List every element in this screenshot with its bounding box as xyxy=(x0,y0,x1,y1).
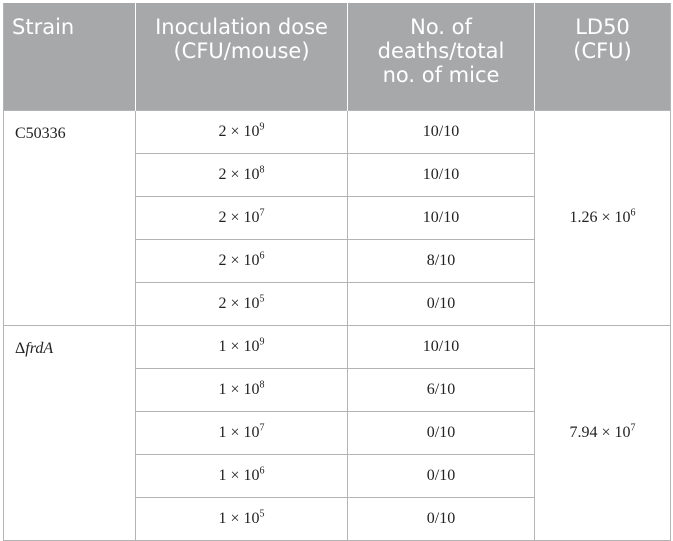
dose-cell: 1 × 106 xyxy=(135,454,348,498)
deaths-cell: 0/10 xyxy=(347,282,535,326)
header-row: Strain Inoculation dose (CFU/mouse) No. … xyxy=(3,3,671,111)
dose-cell: 2 × 105 xyxy=(135,282,348,326)
table-row: ΔfrdA 1 × 109 10/10 7.94 × 107 xyxy=(3,325,671,541)
deaths-cell: 0/10 xyxy=(347,454,535,498)
dose-cell: 2 × 106 xyxy=(135,239,348,283)
deaths-cell: 10/10 xyxy=(347,110,535,154)
deaths-cell: 10/10 xyxy=(347,325,535,369)
dose-cell: 1 × 108 xyxy=(135,368,348,412)
table-row: 1 × 107 0/10 xyxy=(4,411,671,455)
table-row: 2 × 106 8/10 xyxy=(4,239,671,283)
deaths-cell: 10/10 xyxy=(347,196,535,240)
deaths-cell: 0/10 xyxy=(347,497,535,541)
deaths-cell: 8/10 xyxy=(347,239,535,283)
table-row: C50336 2 × 109 10/10 1.26 × 106 xyxy=(3,110,671,326)
header-inoculation-dose: Inoculation dose (CFU/mouse) xyxy=(135,3,348,111)
dose-cell: 1 × 107 xyxy=(135,411,348,455)
table-row: 2 × 108 10/10 xyxy=(4,153,671,197)
deaths-cell: 6/10 xyxy=(347,368,535,412)
dose-cell: 1 × 109 xyxy=(135,325,348,369)
strain-cell: C50336 xyxy=(3,110,136,326)
ld50-cell: 7.94 × 107 xyxy=(534,325,671,541)
deaths-cell: 0/10 xyxy=(347,411,535,455)
strain-cell: ΔfrdA xyxy=(3,325,136,541)
deaths-cell: 10/10 xyxy=(347,153,535,197)
header-ld50: LD50 (CFU) xyxy=(534,3,671,111)
dose-cell: 2 × 108 xyxy=(135,153,348,197)
dose-cell: 2 × 109 xyxy=(135,110,348,154)
header-deaths: No. of deaths/total no. of mice xyxy=(347,3,535,111)
dose-cell: 2 × 107 xyxy=(135,196,348,240)
table-row: 1 × 106 0/10 xyxy=(4,454,671,498)
header-strain: Strain xyxy=(3,3,136,111)
ld50-cell: 1.26 × 106 xyxy=(534,110,671,326)
table-row: 2 × 107 10/10 xyxy=(4,196,671,240)
table-row: 1 × 108 6/10 xyxy=(4,368,671,412)
ld50-table: Strain Inoculation dose (CFU/mouse) No. … xyxy=(3,3,671,541)
dose-cell: 1 × 105 xyxy=(135,497,348,541)
